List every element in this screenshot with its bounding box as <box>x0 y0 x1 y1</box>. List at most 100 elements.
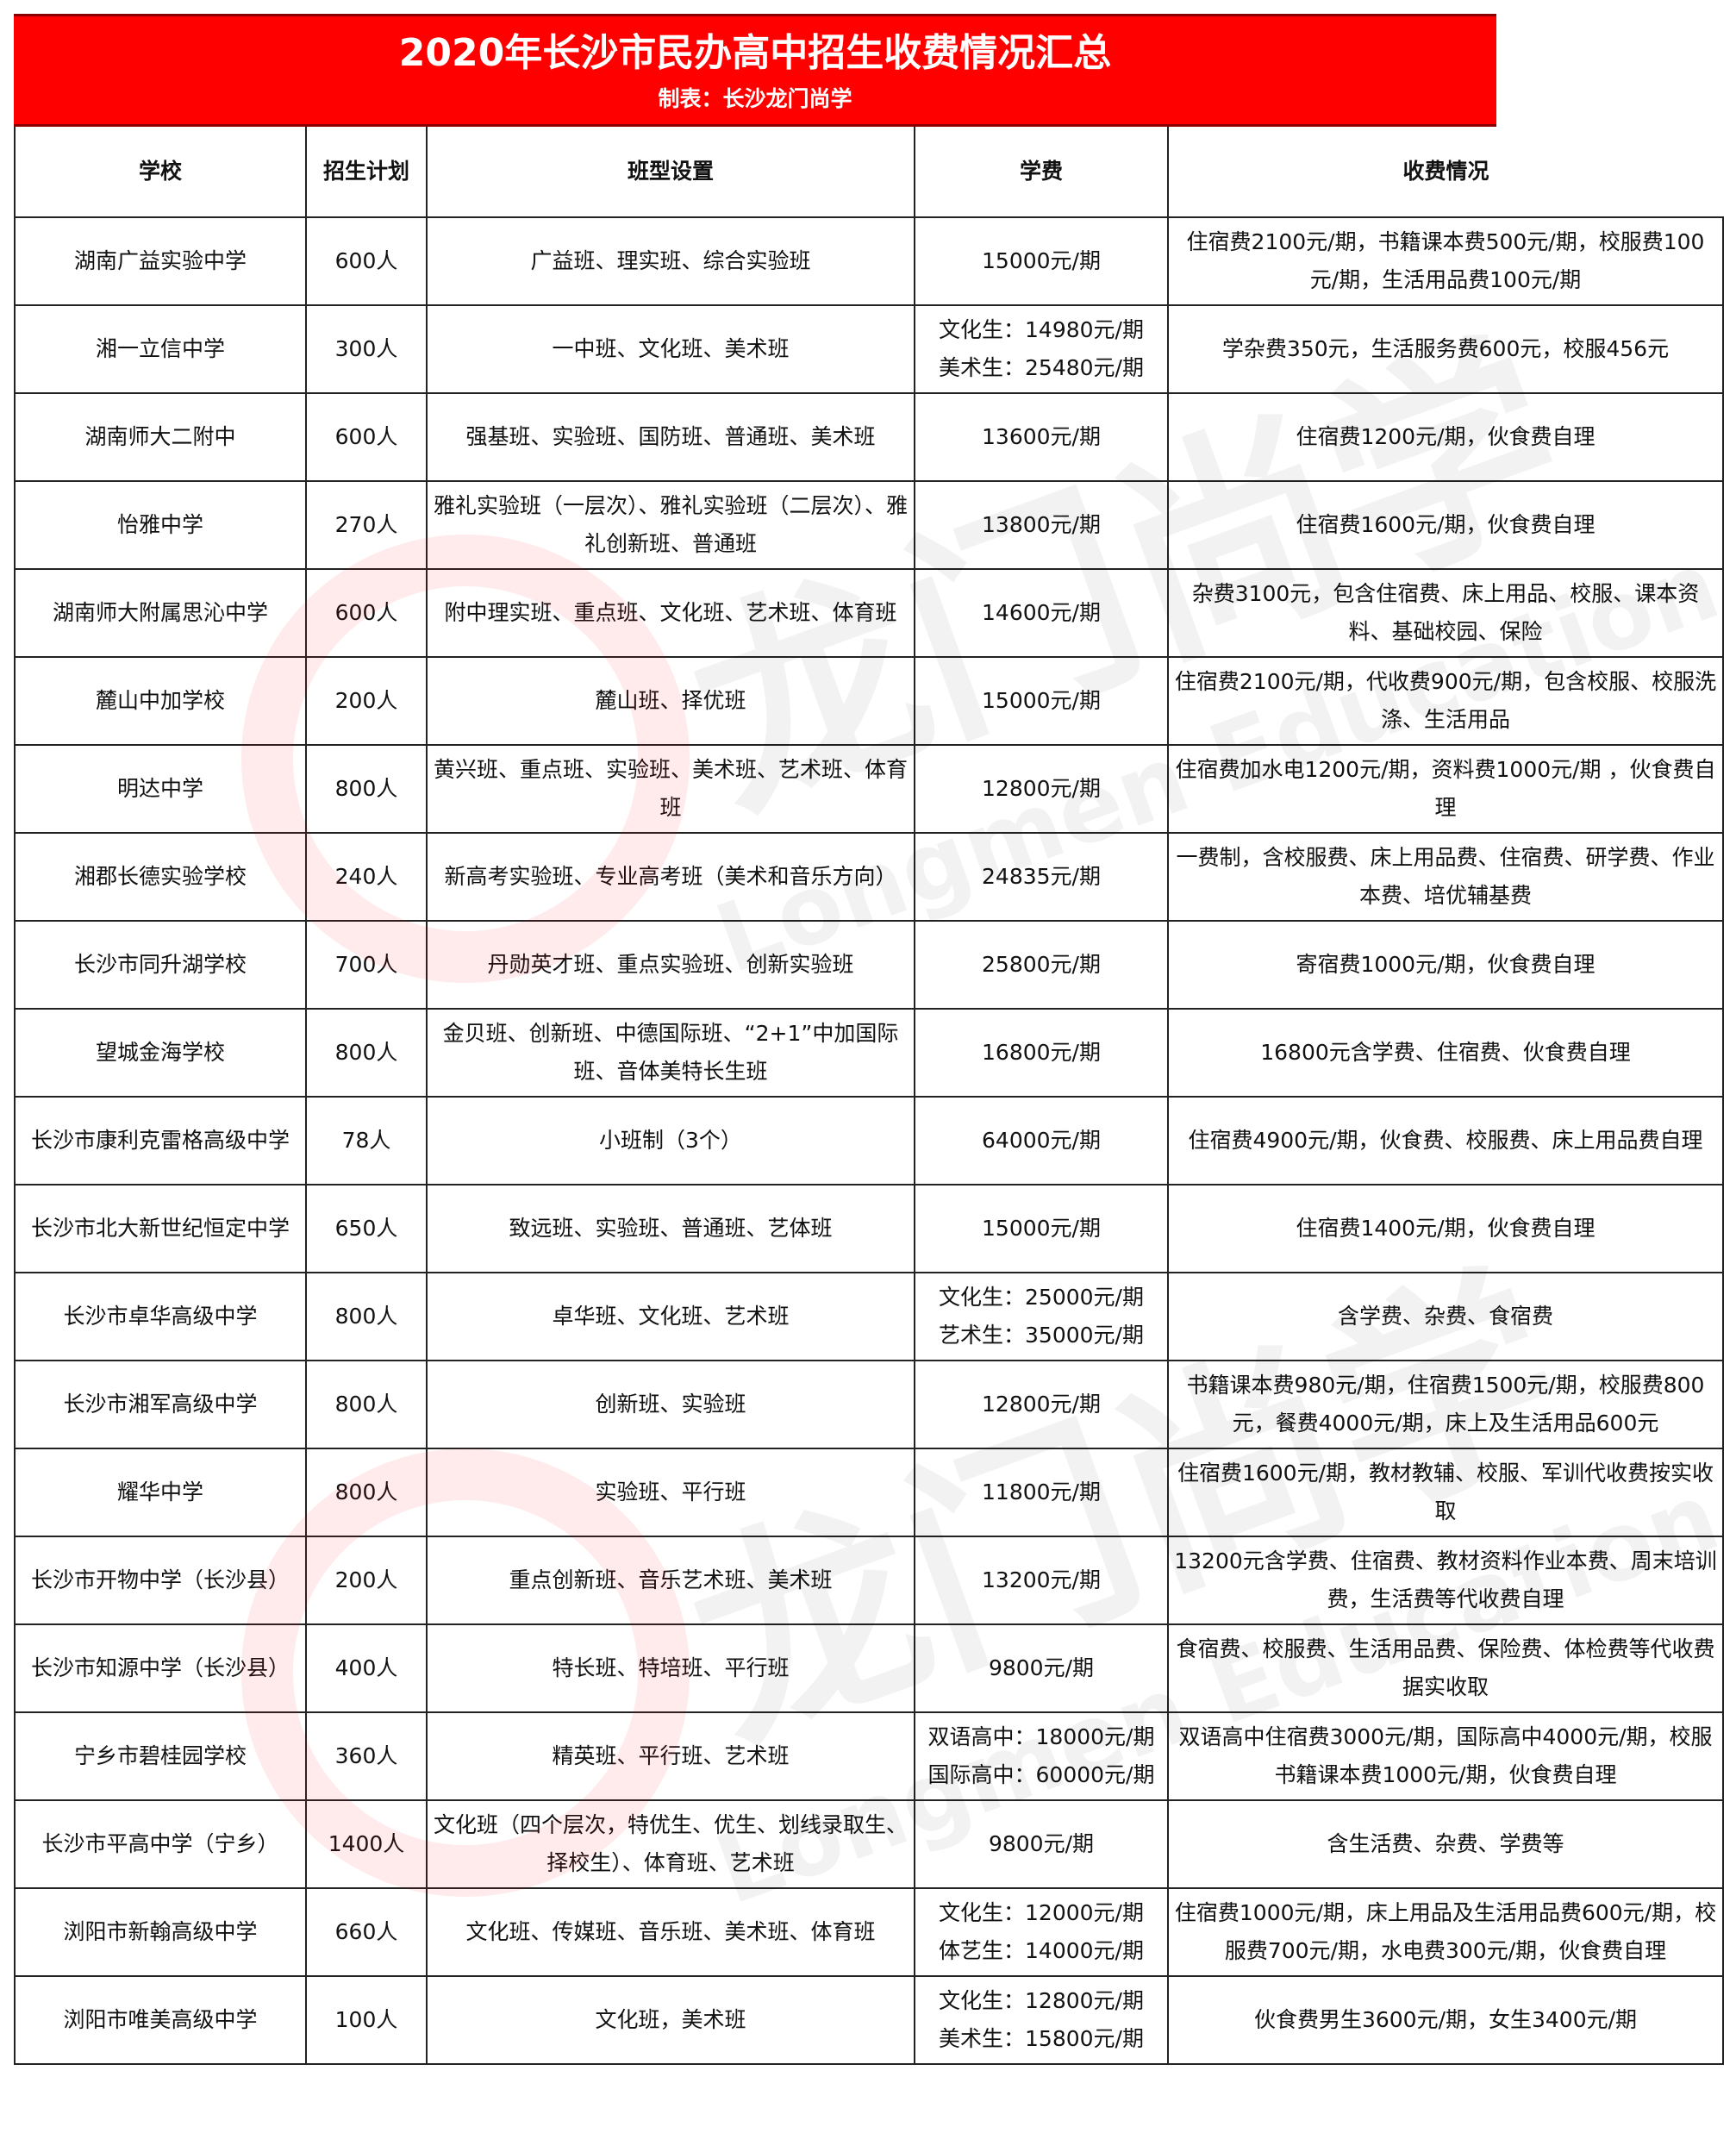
enrollment-cell: 1400人 <box>305 1799 428 1889</box>
tuition-cell: 15000元/期 <box>914 1184 1169 1273</box>
enrollment-cell: 100人 <box>305 1975 428 2065</box>
fees-cell: 伙食费男生3600元/期，女生3400元/期 <box>1167 1975 1724 2065</box>
class-types-cell: 新高考实验班、专业高考班（美术和音乐方向） <box>426 832 915 922</box>
enrollment-cell: 600人 <box>305 216 428 306</box>
school-cell: 湖南师大二附中 <box>14 392 307 482</box>
school-cell: 麓山中加学校 <box>14 656 307 746</box>
fees-cell: 住宿费4900元/期，伙食费、校服费、床上用品费自理 <box>1167 1096 1724 1185</box>
tuition-cell: 文化生：25000元/期 艺术生：35000元/期 <box>914 1272 1169 1361</box>
table-row: 长沙市北大新世纪恒定中学 650人 致远班、实验班、普通班、艺体班 15000元/期住… <box>14 1184 1724 1273</box>
class-types-cell: 广益班、理实班、综合实验班 <box>426 216 915 306</box>
table-row: 湖南师大附属思沁中学 600人 附中理实班、重点班、文化班、艺术班、体育班 14600… <box>14 568 1724 658</box>
school-cell: 湘一立信中学 <box>14 304 307 394</box>
tuition-cell: 16800元/期 <box>914 1008 1169 1098</box>
class-types-cell: 一中班、文化班、美术班 <box>426 304 915 394</box>
class-types-cell: 卓华班、文化班、艺术班 <box>426 1272 915 1361</box>
enrollment-cell: 300人 <box>305 304 428 394</box>
enrollment-cell: 800人 <box>305 1448 428 1537</box>
class-types-cell: 强基班、实验班、国防班、普通班、美术班 <box>426 392 915 482</box>
column-header: 学费 <box>914 127 1169 218</box>
class-types-cell: 附中理实班、重点班、文化班、艺术班、体育班 <box>426 568 915 658</box>
school-cell: 望城金海学校 <box>14 1008 307 1098</box>
school-cell: 长沙市卓华高级中学 <box>14 1272 307 1361</box>
school-cell: 长沙市北大新世纪恒定中学 <box>14 1184 307 1273</box>
school-cell: 湘郡长德实验学校 <box>14 832 307 922</box>
tuition-cell: 14600元/期 <box>914 568 1169 658</box>
table-row: 耀华中学 800人 实验班、平行班 11800元/期 住宿费1600元/期，教材教辅、校… <box>14 1448 1724 1537</box>
table-row: 湘一立信中学 300人 一中班、文化班、美术班 文化生：14980元/期 美术生：25… <box>14 304 1724 394</box>
title-banner: 2020年长沙市民办高中招生收费情况汇总 制表：长沙龙门尚学 <box>14 14 1496 127</box>
fees-cell: 住宿费1400元/期，伙食费自理 <box>1167 1184 1724 1273</box>
class-types-cell: 黄兴班、重点班、实验班、美术班、艺术班、体育班 <box>426 744 915 834</box>
class-types-cell: 麓山班、择优班 <box>426 656 915 746</box>
class-types-cell: 致远班、实验班、普通班、艺体班 <box>426 1184 915 1273</box>
fees-cell: 一费制，含校服费、床上用品费、住宿费、研学费、作业本费、培优辅基费 <box>1167 832 1724 922</box>
table-row: 明达中学 800人 黄兴班、重点班、实验班、美术班、艺术班、体育班 12800元/期住… <box>14 744 1724 834</box>
class-types-cell: 精英班、平行班、艺术班 <box>426 1711 915 1801</box>
fees-cell: 含生活费、杂费、学费等 <box>1167 1799 1724 1889</box>
tuition-cell: 15000元/期 <box>914 656 1169 746</box>
enrollment-cell: 650人 <box>305 1184 428 1273</box>
tuition-cell: 13200元/期 <box>914 1536 1169 1625</box>
table-row: 长沙市平高中学（宁乡） 1400人 文化班（四个层次，特优生、优生、划线录取生、择校… <box>14 1799 1724 1889</box>
school-cell: 耀华中学 <box>14 1448 307 1537</box>
table-row: 长沙市开物中学（长沙县） 200人 重点创新班、音乐艺术班、美术班 13200元/期 1… <box>14 1536 1724 1625</box>
tuition-cell: 9800元/期 <box>914 1623 1169 1713</box>
class-types-cell: 创新班、实验班 <box>426 1360 915 1449</box>
school-cell: 湖南师大附属思沁中学 <box>14 568 307 658</box>
fees-cell: 住宿费2100元/期，代收费900元/期，包含校服、校服洗涤、生活用品 <box>1167 656 1724 746</box>
school-cell: 宁乡市碧桂园学校 <box>14 1711 307 1801</box>
column-header: 班型设置 <box>426 127 915 218</box>
tuition-cell: 13600元/期 <box>914 392 1169 482</box>
class-types-cell: 特长班、特培班、平行班 <box>426 1623 915 1713</box>
fees-cell: 书籍课本费980元/期，住宿费1500元/期，校服费800元，餐费4000元/期… <box>1167 1360 1724 1449</box>
column-header: 招生计划 <box>305 127 428 218</box>
school-cell: 长沙市开物中学（长沙县） <box>14 1536 307 1625</box>
tuition-cell: 11800元/期 <box>914 1448 1169 1537</box>
class-types-cell: 实验班、平行班 <box>426 1448 915 1537</box>
fees-cell: 双语高中住宿费3000元/期，国际高中4000元/期，校服书籍课本费1000元/… <box>1167 1711 1724 1801</box>
class-types-cell: 文化班（四个层次，特优生、优生、划线录取生、择校生）、体育班、艺术班 <box>426 1799 915 1889</box>
tuition-cell: 24835元/期 <box>914 832 1169 922</box>
tuition-cell: 9800元/期 <box>914 1799 1169 1889</box>
table-row: 长沙市康利克雷格高级中学 78人 小班制（3个） 64000元/期 住宿费4900元/期… <box>14 1096 1724 1185</box>
enrollment-cell: 800人 <box>305 1360 428 1449</box>
tuition-cell: 12800元/期 <box>914 744 1169 834</box>
fees-cell: 住宿费1200元/期，伙食费自理 <box>1167 392 1724 482</box>
school-cell: 怡雅中学 <box>14 480 307 570</box>
fees-cell: 16800元含学费、住宿费、伙食费自理 <box>1167 1008 1724 1098</box>
enrollment-cell: 400人 <box>305 1623 428 1713</box>
school-cell: 长沙市湘军高级中学 <box>14 1360 307 1449</box>
table-header-row: 学校 招生计划 班型设置 学费 收费情况 <box>14 127 1723 218</box>
enrollment-cell: 660人 <box>305 1887 428 1977</box>
school-cell: 长沙市同升湖学校 <box>14 920 307 1010</box>
fees-cell: 住宿费2100元/期，书籍课本费500元/期，校服费100元/期，生活用品费10… <box>1167 216 1724 306</box>
enrollment-cell: 800人 <box>305 744 428 834</box>
fees-cell: 学杂费350元，生活服务费600元，校服456元 <box>1167 304 1724 394</box>
school-cell: 长沙市知源中学（长沙县） <box>14 1623 307 1713</box>
tuition-cell: 文化生：12800元/期 美术生：15800元/期 <box>914 1975 1169 2065</box>
fees-cell: 寄宿费1000元/期，伙食费自理 <box>1167 920 1724 1010</box>
page-title: 2020年长沙市民办高中招生收费情况汇总 <box>398 31 1112 75</box>
table-row: 麓山中加学校 200人 麓山班、择优班 15000元/期 住宿费2100元/期，代收费9… <box>14 656 1724 746</box>
enrollment-cell: 200人 <box>305 1536 428 1625</box>
enrollment-cell: 600人 <box>305 392 428 482</box>
class-types-cell: 重点创新班、音乐艺术班、美术班 <box>426 1536 915 1625</box>
table-row: 湖南师大二附中 600人 强基班、实验班、国防班、普通班、美术班 13600元/期 住宿… <box>14 392 1724 482</box>
enrollment-cell: 78人 <box>305 1096 428 1185</box>
school-cell: 浏阳市唯美高级中学 <box>14 1975 307 2065</box>
fees-cell: 住宿费1600元/期，伙食费自理 <box>1167 480 1724 570</box>
page-subtitle: 制表：长沙龙门尚学 <box>658 86 852 111</box>
class-types-cell: 金贝班、创新班、中德国际班、“2+1”中加国际班、音体美特长生班 <box>426 1008 915 1098</box>
school-cell: 长沙市康利克雷格高级中学 <box>14 1096 307 1185</box>
column-header: 学校 <box>14 127 307 218</box>
tuition-cell: 文化生：12000元/期 体艺生：14000元/期 <box>914 1887 1169 1977</box>
tuition-cell: 13800元/期 <box>914 480 1169 570</box>
table-row: 长沙市卓华高级中学 800人 卓华班、文化班、艺术班 文化生：25000元/期 艺术生… <box>14 1272 1724 1361</box>
table-row: 浏阳市唯美高级中学 100人 文化班，美术班 文化生：12800元/期 美术生：158… <box>14 1975 1724 2065</box>
tuition-cell: 15000元/期 <box>914 216 1169 306</box>
fees-cell: 13200元含学费、住宿费、教材资料作业本费、周末培训费，生活费等代收费自理 <box>1167 1536 1724 1625</box>
school-cell: 湖南广益实验中学 <box>14 216 307 306</box>
tuition-cell: 双语高中：18000元/期 国际高中：60000元/期 <box>914 1711 1169 1801</box>
enrollment-cell: 200人 <box>305 656 428 746</box>
